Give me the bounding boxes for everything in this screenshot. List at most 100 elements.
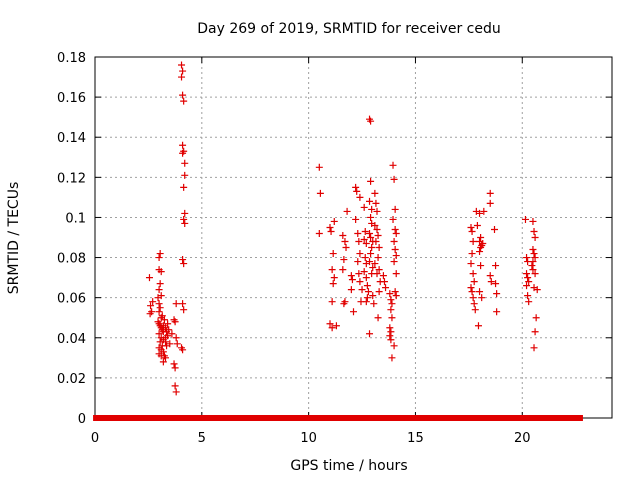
data-point (332, 322, 340, 330)
data-point (330, 217, 338, 225)
baseline-segment (376, 415, 452, 421)
data-point (168, 330, 176, 338)
data-point (387, 336, 395, 344)
data-point (366, 197, 374, 205)
data-point (390, 175, 398, 183)
baseline-segment (93, 415, 154, 421)
data-point (380, 278, 388, 286)
data-point (353, 187, 361, 195)
data-point (373, 207, 381, 215)
data-point (529, 246, 537, 254)
data-point (468, 288, 476, 296)
data-point (374, 254, 382, 262)
data-point (374, 314, 382, 322)
data-point (159, 358, 167, 366)
data-point (159, 322, 167, 330)
data-point (362, 274, 370, 282)
data-point (172, 334, 180, 342)
data-point (469, 238, 477, 246)
data-point (154, 294, 162, 302)
y-tick-label: 0.04 (57, 332, 86, 347)
data-point (366, 330, 374, 338)
data-point (492, 280, 500, 288)
data-point (469, 294, 477, 302)
data-point (171, 382, 179, 390)
data-point (330, 274, 338, 282)
data-point (181, 209, 189, 217)
data-point (327, 227, 335, 235)
data-point (159, 348, 167, 356)
data-point (373, 270, 381, 278)
data-point (360, 236, 368, 244)
data-point (530, 227, 538, 235)
data-point (356, 278, 364, 286)
data-point (181, 171, 189, 179)
data-point (530, 344, 538, 352)
data-point (170, 360, 178, 368)
data-point (155, 308, 163, 316)
x-tick-label: 0 (91, 431, 99, 446)
data-point (477, 234, 485, 241)
data-point (180, 97, 188, 105)
data-point (372, 199, 380, 207)
data-point (368, 244, 376, 252)
data-point (352, 215, 360, 223)
data-point (171, 318, 179, 326)
data-point (347, 286, 355, 294)
data-point (524, 292, 532, 300)
y-axis-label: SRMTID / TECUs (6, 182, 22, 295)
data-point (371, 189, 379, 197)
data-point (470, 300, 478, 308)
data-point (171, 364, 179, 372)
data-point (531, 270, 539, 278)
y-tick-label: 0.02 (57, 372, 86, 387)
data-point (370, 300, 378, 308)
data-point (369, 264, 377, 272)
data-point (493, 290, 501, 298)
data-point (343, 207, 351, 215)
data-point (352, 183, 360, 191)
data-point (367, 177, 375, 185)
data-point (525, 298, 533, 306)
data-point (363, 282, 371, 290)
data-point (390, 258, 398, 266)
data-point (156, 250, 164, 258)
data-point (476, 209, 484, 217)
data-point (386, 332, 394, 340)
baseline-segment (184, 415, 322, 421)
data-point (173, 340, 181, 348)
data-point (379, 272, 387, 280)
data-point (339, 266, 347, 274)
data-point (480, 207, 488, 215)
y-tick-label: 0.1 (65, 211, 86, 226)
data-point (523, 254, 531, 262)
baseline-segment (369, 415, 379, 421)
data-point (354, 229, 362, 237)
data-point (486, 272, 494, 280)
data-point (354, 258, 362, 266)
data-point (148, 308, 156, 316)
data-point (390, 342, 398, 350)
baseline-segment (473, 415, 485, 421)
data-point (165, 326, 173, 334)
data-point (348, 276, 356, 284)
data-point (468, 250, 476, 258)
data-point (388, 314, 396, 322)
x-tick-label: 20 (514, 431, 531, 446)
data-point (387, 296, 395, 304)
data-point (367, 250, 375, 258)
data-point (166, 340, 174, 348)
baseline-segment (481, 415, 520, 421)
data-point (471, 306, 479, 314)
data-point (467, 260, 475, 268)
baseline-segment (448, 415, 477, 421)
data-point (360, 268, 368, 276)
data-point (155, 286, 163, 294)
data-point (531, 234, 539, 241)
data-point (477, 262, 485, 270)
data-point (523, 282, 531, 290)
data-point (524, 274, 532, 282)
data-point (316, 189, 324, 197)
data-point (179, 149, 187, 157)
x-axis-label: GPS time / hours (290, 458, 407, 474)
